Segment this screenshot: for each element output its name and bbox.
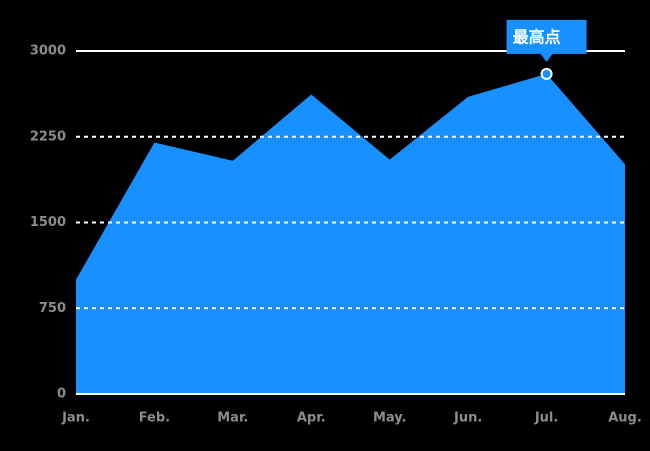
- y-tick-label: 1500: [30, 215, 66, 230]
- x-tick-label: Aug.: [608, 411, 642, 426]
- y-tick-label: 750: [39, 301, 66, 316]
- x-tick-label: Feb.: [139, 411, 170, 426]
- max-point: [540, 67, 553, 80]
- annotation-box: [506, 19, 587, 62]
- x-tick-label: Jul.: [534, 411, 559, 426]
- area: [76, 73, 625, 394]
- y-tick-label: 2250: [30, 129, 66, 144]
- x-tick-label: Jun.: [453, 411, 482, 426]
- y-tick-label: 0: [57, 387, 66, 402]
- x-tick-label: Mar.: [217, 411, 248, 426]
- annotation: 最高点: [513, 27, 561, 46]
- y-tick-label: 3000: [30, 44, 66, 59]
- x-tick-label: Apr.: [297, 411, 326, 426]
- x-tick-label: May.: [373, 411, 407, 426]
- x-tick-label: Jan.: [61, 411, 90, 426]
